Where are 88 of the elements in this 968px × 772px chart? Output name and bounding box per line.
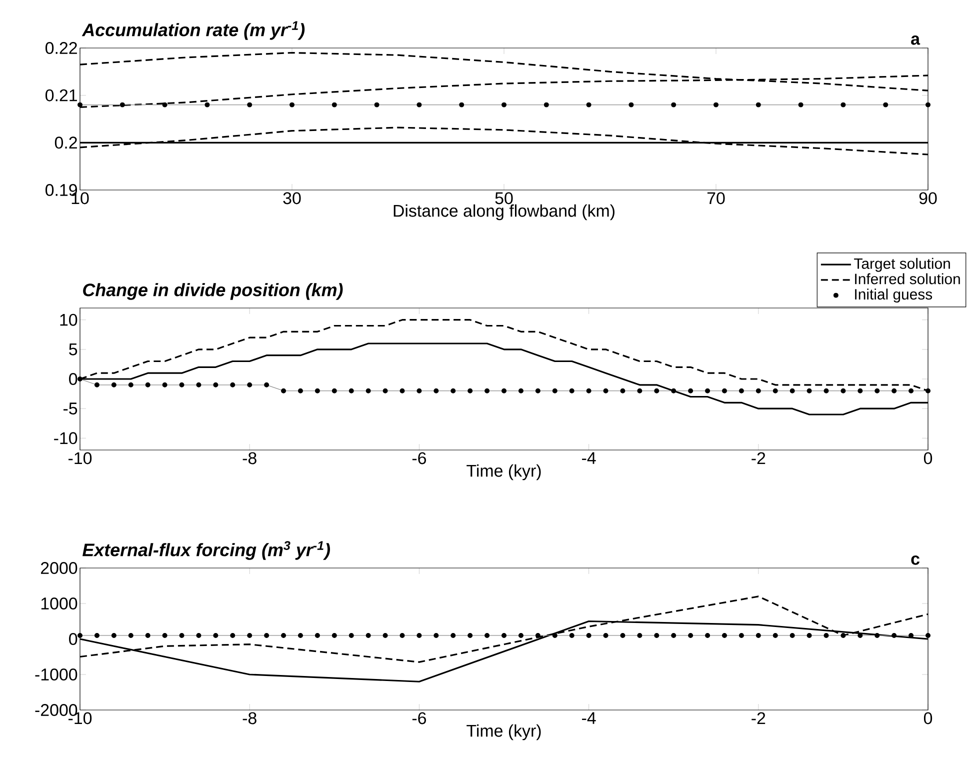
y-tick-label: -10 xyxy=(54,432,78,444)
x-tick-label: -8 xyxy=(242,712,256,724)
y-tick-label: 2000 xyxy=(40,562,78,574)
point xyxy=(434,388,439,394)
point xyxy=(874,388,880,394)
x-tick-label: -6 xyxy=(412,452,426,464)
x-tick-label: 50 xyxy=(495,192,513,204)
y-tick-label: 0 xyxy=(69,633,78,646)
point xyxy=(637,388,642,394)
point xyxy=(78,376,82,382)
x-tick-label: -2 xyxy=(752,452,766,464)
point xyxy=(790,388,795,394)
point xyxy=(772,388,778,394)
point xyxy=(518,388,524,394)
x-axis-title: Time (kyr) xyxy=(466,464,541,480)
x-axis-title: Distance along flowband (km) xyxy=(394,204,614,220)
point xyxy=(738,388,744,394)
point xyxy=(569,388,574,394)
x-tick-label: 0 xyxy=(924,452,932,464)
x-tick-label: -6 xyxy=(412,712,426,724)
point xyxy=(840,388,846,394)
point xyxy=(179,382,184,388)
y-tick-label: 1000 xyxy=(41,598,78,610)
x-tick-label: 90 xyxy=(919,192,937,204)
point xyxy=(247,382,252,388)
point xyxy=(162,382,168,388)
point xyxy=(892,388,897,394)
point xyxy=(332,388,337,394)
point xyxy=(314,388,320,394)
point xyxy=(603,388,608,394)
point xyxy=(756,388,761,394)
point xyxy=(400,388,405,394)
x-axis-title: Time (kyr) xyxy=(466,724,541,740)
point xyxy=(535,388,540,394)
point xyxy=(382,388,388,394)
point xyxy=(145,382,150,388)
y-tick-label: -1000 xyxy=(35,668,78,681)
point xyxy=(688,388,694,394)
point xyxy=(586,388,592,394)
point xyxy=(705,388,710,394)
point xyxy=(806,388,812,394)
y-tick-label: 0 xyxy=(69,373,78,386)
point xyxy=(128,382,134,388)
point xyxy=(468,388,473,394)
y-tick-label: 0.2 xyxy=(54,136,77,149)
chart-title: Accumulation rate (m yr$^{-1}$) xyxy=(82,21,305,40)
x-tick-label: -8 xyxy=(242,452,256,464)
y-tick-label: 0.22 xyxy=(46,42,77,54)
point xyxy=(230,382,236,388)
point xyxy=(722,388,727,394)
text: a xyxy=(911,36,920,45)
point xyxy=(366,388,371,394)
point xyxy=(416,388,422,394)
chart-title: External-flux forcing (m$^{3}$ yr$^{-1}$) xyxy=(82,541,330,560)
point xyxy=(348,388,354,394)
point xyxy=(908,388,914,394)
point xyxy=(264,382,270,388)
point xyxy=(552,388,558,394)
legend-label: Inferred solution xyxy=(855,273,960,284)
point xyxy=(858,388,863,394)
point xyxy=(824,388,829,394)
legend-label: Target solution xyxy=(854,258,950,272)
point xyxy=(620,388,626,394)
point xyxy=(671,388,676,394)
point xyxy=(196,382,202,388)
point xyxy=(298,388,303,394)
chart-title: Change in divide position (km) xyxy=(83,283,343,300)
point xyxy=(450,388,456,394)
y-tick-label: 5 xyxy=(69,344,78,356)
x-tick-label: -2 xyxy=(752,712,766,724)
x-tick-label: -4 xyxy=(582,712,596,724)
y-tick-label: 0.21 xyxy=(46,89,77,102)
point xyxy=(111,382,116,388)
point xyxy=(94,382,100,388)
x-tick-label: 70 xyxy=(707,192,725,204)
point xyxy=(213,382,218,388)
text: c xyxy=(911,556,920,565)
point xyxy=(484,388,490,394)
y-tick-label: -5 xyxy=(64,402,78,415)
x-tick-label: 0 xyxy=(924,712,932,724)
legend-label: Initial guess xyxy=(855,288,932,303)
point xyxy=(654,388,660,394)
point xyxy=(502,388,506,394)
point xyxy=(926,388,931,394)
x-tick-label: -4 xyxy=(582,452,596,464)
x-tick-label: 30 xyxy=(283,192,301,204)
y-tick-label: 10 xyxy=(60,314,78,326)
point xyxy=(281,388,286,394)
